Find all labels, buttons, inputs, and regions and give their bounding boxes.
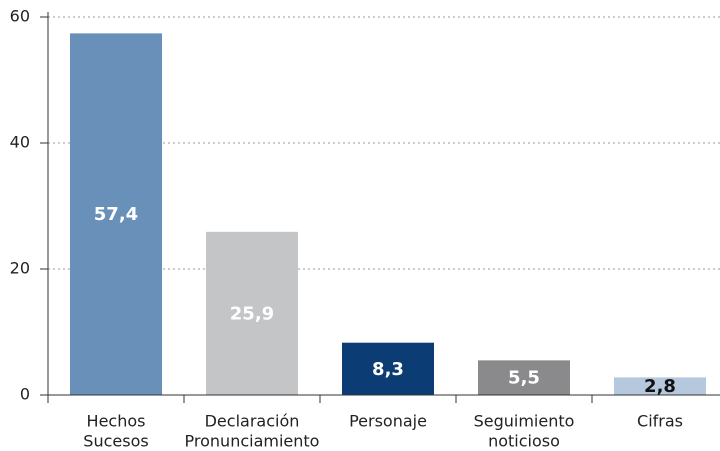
y-tick-label: 60 xyxy=(10,7,30,26)
x-tick-label: Hechos xyxy=(87,412,146,431)
bar xyxy=(70,33,162,395)
x-tick-label: Cifras xyxy=(637,412,683,431)
y-tick-label: 0 xyxy=(20,385,30,404)
bar xyxy=(614,377,706,395)
y-tick-label: 40 xyxy=(10,133,30,152)
value-label: 57,4 xyxy=(94,204,138,225)
value-label: 25,9 xyxy=(230,303,274,324)
x-tick-label: Seguimiento xyxy=(474,412,575,431)
x-tick-label: Sucesos xyxy=(83,432,148,451)
x-tick-label: noticioso xyxy=(488,432,560,451)
bar xyxy=(478,360,570,395)
value-label: 5,5 xyxy=(508,368,540,389)
y-tick-label: 20 xyxy=(10,259,30,278)
bar xyxy=(342,342,434,395)
x-tick-label: Declaración xyxy=(205,412,300,431)
x-tick-label: Pronunciamiento xyxy=(185,432,320,451)
value-label: 2,8 xyxy=(644,376,676,397)
bar xyxy=(206,231,298,395)
x-tick-label: Personaje xyxy=(349,412,427,431)
value-label: 8,3 xyxy=(372,359,404,380)
